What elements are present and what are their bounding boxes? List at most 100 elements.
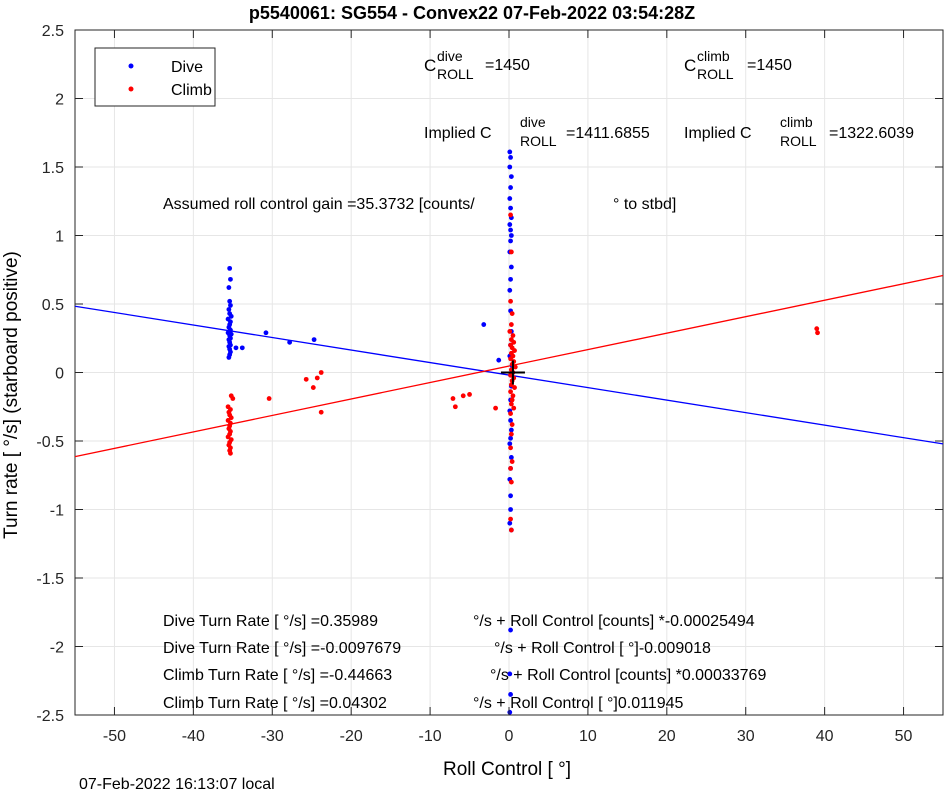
data-point-dive [507, 520, 513, 526]
implied-dive-label: Implied C [424, 125, 492, 142]
data-point-dive [508, 264, 514, 270]
data-point-climb [508, 212, 513, 218]
data-point-dive [508, 427, 514, 433]
y-tick-label: -2 [50, 640, 64, 657]
x-tick-label: 10 [579, 728, 597, 745]
data-point-dive [508, 627, 513, 633]
x-tick-label: -30 [261, 728, 284, 745]
fit-climb-counts-left: Climb Turn Rate [ °/s] =-0.44663 [163, 667, 392, 684]
x-tick-label: 40 [816, 728, 834, 745]
c-climb-value: =1450 [747, 57, 792, 74]
data-point-climb [508, 356, 513, 362]
data-point-climb [493, 405, 498, 411]
data-point-dive [508, 174, 514, 179]
data-point-climb [511, 405, 517, 411]
data-point-climb [508, 322, 514, 327]
legend-dive-marker [128, 63, 134, 69]
c-dive-symbol: C [424, 56, 436, 75]
data-point-dive [233, 345, 239, 351]
data-point-dive [508, 692, 513, 697]
x-tick-label: -40 [182, 728, 205, 745]
y-tick-label: -1.5 [36, 571, 64, 588]
c-climb-superscript: climb [697, 48, 730, 64]
data-point-climb [508, 298, 513, 304]
data-point-dive [311, 337, 317, 343]
series-climb [225, 212, 820, 533]
data-point-dive [508, 227, 513, 233]
data-point-climb [318, 370, 324, 375]
implied-climb-label: Implied C [684, 125, 752, 142]
data-point-climb [508, 389, 513, 395]
data-point-dive [507, 149, 513, 155]
data-point-dive [508, 205, 513, 211]
y-tick-label: 1 [55, 229, 64, 246]
data-point-climb [512, 364, 518, 370]
fit-dive-deg-right: °/s + Roll Control [ °]-0.009018 [494, 640, 711, 657]
data-point-climb [512, 385, 517, 390]
implied-dive-value: =1411.6855 [566, 125, 650, 142]
roll-gain-units: ° to stbd] [613, 196, 676, 213]
data-point-dive [507, 441, 513, 447]
y-tick-label: 0 [55, 366, 64, 383]
fit-dive-counts-left: Dive Turn Rate [ °/s] =0.35989 [163, 613, 378, 630]
data-point-climb [814, 326, 820, 332]
fit-dive-deg-left: Dive Turn Rate [ °/s] =-0.0097679 [163, 640, 401, 657]
data-point-climb [508, 249, 514, 255]
fit-climb-deg-right: °/s + Roll Control [ °]0.011945 [473, 695, 683, 712]
x-tick-label: 30 [737, 728, 755, 745]
data-point-climb [266, 396, 272, 401]
fit-dive-counts-right: °/s + Roll Control [counts] *-0.00025494 [473, 613, 755, 630]
roll-gain-annotation: Assumed roll control gain =35.3732 [coun… [163, 196, 475, 213]
fit-line-climb [74, 274, 944, 458]
y-tick-label: -0.5 [36, 434, 64, 451]
data-point-climb [228, 415, 234, 421]
data-point-dive [508, 276, 513, 282]
data-point-dive [508, 507, 513, 512]
x-tick-label: 0 [505, 728, 514, 745]
data-point-dive [228, 276, 233, 282]
data-point-climb [509, 422, 515, 427]
y-tick-label: -1 [50, 503, 64, 520]
c-climb-subscript: ROLL [697, 66, 734, 82]
y-tick-label: 2.5 [42, 23, 64, 40]
footer-timestamp: 07-Feb-2022 16:13:07 local [79, 776, 275, 792]
data-point-climb [508, 516, 513, 522]
y-tick-label: -2.5 [36, 708, 64, 725]
data-point-dive [226, 355, 232, 360]
data-point-climb [508, 479, 514, 485]
data-point-dive [287, 339, 293, 345]
data-point-dive [239, 345, 245, 351]
data-point-dive [507, 287, 513, 293]
data-point-climb [452, 404, 458, 410]
data-point-dive [507, 671, 513, 677]
data-point-climb [511, 339, 517, 345]
data-point-climb [508, 445, 513, 451]
data-point-climb [509, 397, 515, 403]
data-point-climb [314, 375, 320, 381]
data-point-climb [509, 311, 515, 316]
x-axis-label: Roll Control [ °] [443, 759, 571, 780]
data-point-dive [227, 298, 233, 304]
y-tick-label: 2 [55, 92, 64, 109]
data-point-dive [507, 196, 513, 201]
data-point-climb [509, 459, 515, 464]
data-point-dive [227, 265, 233, 271]
y-tick-label: 0.5 [42, 297, 64, 314]
x-tick-label: -20 [340, 728, 363, 745]
data-point-dive [508, 435, 513, 441]
c-roll-dive: C dive ROLL =1450 [424, 48, 530, 82]
legend-dive-label: Dive [171, 59, 203, 76]
data-point-dive [228, 313, 234, 319]
c-dive-superscript: dive [437, 48, 463, 64]
data-point-climb [508, 401, 514, 407]
data-point-dive [508, 155, 513, 160]
data-point-dive [508, 418, 513, 423]
data-point-dive [508, 455, 514, 460]
implied-climb-subscript: ROLL [780, 133, 817, 149]
legend-climb-marker [128, 86, 134, 92]
implied-dive-superscript: dive [520, 114, 546, 130]
data-point-dive [226, 307, 232, 312]
implied-climb-superscript: climb [780, 114, 813, 130]
data-point-dive [508, 238, 513, 244]
